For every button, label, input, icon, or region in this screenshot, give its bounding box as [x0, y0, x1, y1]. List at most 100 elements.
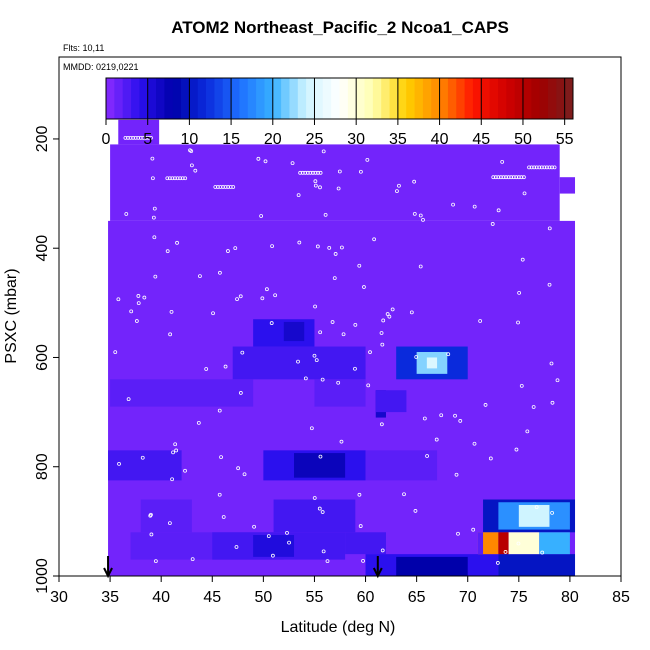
- sample-point: [189, 163, 194, 168]
- sample-point: [313, 304, 317, 309]
- sample-point: [171, 450, 175, 455]
- colorbar-segment: [147, 78, 157, 119]
- colorbar-segment: [322, 78, 332, 119]
- colorbar: 0 5 10 15 20 25 30 35 40 45 50 55: [102, 77, 574, 148]
- colorbar-segment: [331, 78, 340, 119]
- sample-point: [499, 175, 503, 180]
- sample-point: [240, 350, 245, 355]
- y-axis: 200 400 600 800 1000: [34, 126, 59, 594]
- sample-point: [547, 165, 552, 170]
- sample-point: [550, 510, 554, 515]
- sample-point: [174, 448, 179, 453]
- sample-point: [266, 534, 271, 539]
- sample-point: [366, 383, 371, 388]
- colorbar-segment: [247, 78, 257, 119]
- colorbar-segment: [506, 78, 516, 119]
- x-tick-label: 70: [459, 589, 477, 606]
- sample-point: [128, 135, 133, 140]
- colorbar-tick-label: 0: [102, 131, 111, 148]
- sample-point: [150, 156, 155, 161]
- sample-point: [126, 135, 130, 140]
- sample-point: [165, 176, 170, 181]
- colorbar-segment: [356, 78, 365, 119]
- sample-point: [228, 185, 233, 189]
- sample-point: [361, 558, 365, 563]
- colorbar-segment: [406, 78, 415, 119]
- colorbar-segment: [439, 78, 449, 119]
- sample-point: [138, 135, 143, 140]
- colorbar-segment: [339, 78, 349, 119]
- sample-point: [141, 135, 146, 140]
- colorbar-segment: [197, 78, 207, 119]
- sample-point: [488, 456, 493, 461]
- colorbar-segment: [181, 78, 190, 119]
- sample-point: [550, 165, 554, 170]
- heatmap-cell: [110, 144, 560, 221]
- sample-point: [552, 165, 557, 170]
- colorbar-segment: [531, 78, 541, 119]
- colorbar-segment: [431, 78, 440, 119]
- sample-point: [511, 175, 516, 180]
- sample-point: [381, 318, 386, 323]
- sample-point: [223, 364, 228, 369]
- sample-point: [380, 548, 385, 553]
- sample-point: [483, 403, 488, 407]
- sample-point: [193, 168, 198, 173]
- sample-point: [545, 165, 549, 170]
- colorbar-segment: [264, 78, 274, 119]
- heatmap-cell: [477, 532, 484, 555]
- sample-point: [167, 176, 172, 181]
- sample-point: [149, 532, 154, 537]
- colorbar-segment: [381, 78, 390, 119]
- colorbar-segment: [231, 78, 240, 119]
- sample-point: [312, 496, 317, 500]
- y-tick-label: 800: [34, 453, 51, 480]
- sample-point: [390, 307, 395, 312]
- colorbar-segment: [564, 78, 574, 119]
- sample-point: [529, 165, 534, 170]
- sample-point: [336, 186, 341, 191]
- heatmap-cell: [518, 504, 550, 527]
- sample-point: [265, 287, 269, 292]
- sample-point: [325, 559, 330, 564]
- sample-point: [303, 376, 308, 381]
- heatmap-cell: [508, 532, 540, 555]
- sample-point: [516, 541, 521, 546]
- y-axis-label: PSXC (mbar): [3, 268, 20, 363]
- sample-point: [496, 208, 501, 213]
- sample-point: [140, 455, 145, 460]
- sample-point: [226, 249, 230, 253]
- sample-point: [153, 274, 158, 279]
- heatmap-cell: [345, 532, 386, 555]
- sample-point: [170, 477, 174, 482]
- sample-point: [372, 237, 377, 242]
- colorbar-segment: [314, 78, 324, 119]
- y-tick-label: 600: [34, 344, 51, 371]
- sample-point: [168, 332, 173, 337]
- x-tick-label: 75: [510, 589, 528, 606]
- colorbar-tick-label: 35: [389, 131, 407, 148]
- colorbar-tick-label: 10: [180, 131, 198, 148]
- sample-point: [123, 135, 128, 140]
- sample-point: [385, 312, 390, 316]
- heatmap-cell: [294, 453, 346, 478]
- sample-point: [234, 545, 239, 549]
- colorbar-segment: [347, 78, 357, 119]
- colorbar-segment: [256, 78, 265, 119]
- sample-point: [516, 320, 520, 325]
- sample-point: [223, 185, 228, 189]
- colorbar-segment: [497, 78, 507, 119]
- sample-point: [231, 185, 236, 189]
- colorbar-segment: [522, 78, 532, 119]
- sample-point: [309, 426, 314, 431]
- colorbar-segment: [414, 78, 424, 119]
- mmdd-label: MMDD: 0219,0221: [63, 62, 139, 72]
- sample-point: [198, 274, 202, 279]
- colorbar-segment: [556, 78, 566, 119]
- x-tick-label: 55: [306, 589, 324, 606]
- sample-point: [311, 170, 315, 175]
- sample-point: [313, 183, 318, 188]
- colorbar-segment: [539, 78, 549, 119]
- sample-point: [527, 165, 531, 170]
- sample-point: [365, 157, 370, 162]
